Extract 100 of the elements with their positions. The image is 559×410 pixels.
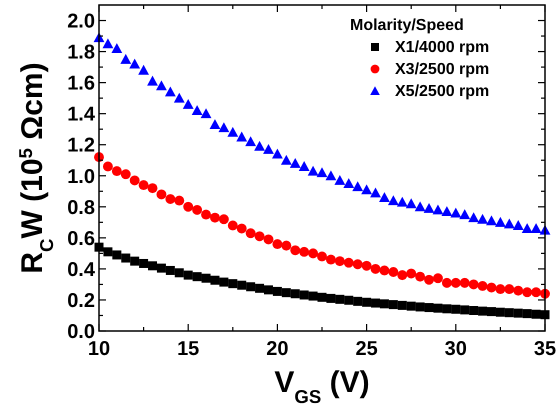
point <box>477 214 488 224</box>
point <box>495 216 506 227</box>
point <box>299 246 310 257</box>
point <box>397 270 408 280</box>
point <box>406 302 416 311</box>
point <box>255 284 264 293</box>
point <box>353 296 362 306</box>
point <box>138 64 149 75</box>
point <box>103 247 112 256</box>
point <box>326 294 336 303</box>
point <box>478 306 488 316</box>
point <box>343 178 354 188</box>
point <box>379 192 390 202</box>
point <box>442 278 452 288</box>
point <box>415 272 426 282</box>
point <box>317 252 327 262</box>
point <box>513 286 524 296</box>
point <box>496 308 505 317</box>
point <box>182 98 194 109</box>
point <box>210 212 220 223</box>
point <box>228 279 238 288</box>
point <box>111 43 122 53</box>
point <box>530 223 542 234</box>
point <box>156 80 167 90</box>
point <box>504 308 514 318</box>
point <box>290 158 301 168</box>
point <box>147 76 158 86</box>
point <box>388 267 398 277</box>
point <box>416 302 425 312</box>
point <box>237 280 246 290</box>
x-tick-label: 20 <box>266 338 289 360</box>
point <box>486 307 496 316</box>
point <box>478 281 488 291</box>
point <box>460 305 470 314</box>
point <box>424 274 434 285</box>
legend-label: X1/4000 rpm <box>395 39 490 56</box>
point <box>130 256 140 266</box>
point <box>352 181 364 192</box>
point <box>495 284 506 294</box>
point <box>174 196 184 206</box>
point <box>227 126 238 137</box>
y-tick-label: 0.6 <box>67 228 95 250</box>
point <box>460 278 470 288</box>
y-tick-label: 0.8 <box>67 196 95 219</box>
point <box>298 161 310 171</box>
point <box>210 276 220 285</box>
x-tick-label: 15 <box>177 338 200 360</box>
point <box>236 224 247 234</box>
point <box>210 119 220 130</box>
point <box>388 300 398 310</box>
point <box>290 245 300 256</box>
point <box>281 240 292 251</box>
point <box>272 239 282 250</box>
point <box>184 270 193 280</box>
point <box>388 195 399 206</box>
point <box>504 284 514 294</box>
point <box>139 258 148 268</box>
point <box>531 287 542 298</box>
point <box>218 214 229 224</box>
y-tick-label: 1.2 <box>67 134 95 157</box>
point <box>290 289 300 298</box>
point <box>219 278 228 287</box>
point <box>102 162 113 172</box>
x-axis-title: V$_{GS}$ (V) <box>274 366 370 406</box>
y-tick-label: 0.2 <box>67 290 95 312</box>
y-tick-label: 1.8 <box>67 42 95 64</box>
point <box>522 223 533 234</box>
point <box>148 261 158 270</box>
y-tick-label: 2.0 <box>67 10 95 33</box>
point <box>246 228 256 238</box>
point <box>263 144 274 154</box>
point <box>120 169 131 180</box>
point <box>361 184 372 194</box>
point <box>165 194 176 204</box>
point <box>334 256 345 266</box>
point <box>272 286 282 296</box>
point <box>432 204 444 214</box>
point <box>362 260 372 271</box>
point <box>200 108 212 118</box>
point <box>228 220 238 230</box>
point <box>316 167 328 178</box>
point <box>272 148 283 159</box>
legend-label: X3/2500 rpm <box>395 61 490 78</box>
point <box>129 58 140 68</box>
point <box>308 292 318 301</box>
point <box>112 250 122 260</box>
point <box>406 198 417 208</box>
point <box>522 309 532 318</box>
point <box>459 209 470 220</box>
point <box>344 296 354 305</box>
point <box>156 264 166 273</box>
point <box>156 189 166 200</box>
point <box>370 187 381 198</box>
point <box>379 266 390 276</box>
point <box>396 196 408 207</box>
point <box>164 86 176 96</box>
point <box>245 136 256 146</box>
point <box>138 180 149 190</box>
point <box>486 215 497 226</box>
point <box>433 304 442 313</box>
